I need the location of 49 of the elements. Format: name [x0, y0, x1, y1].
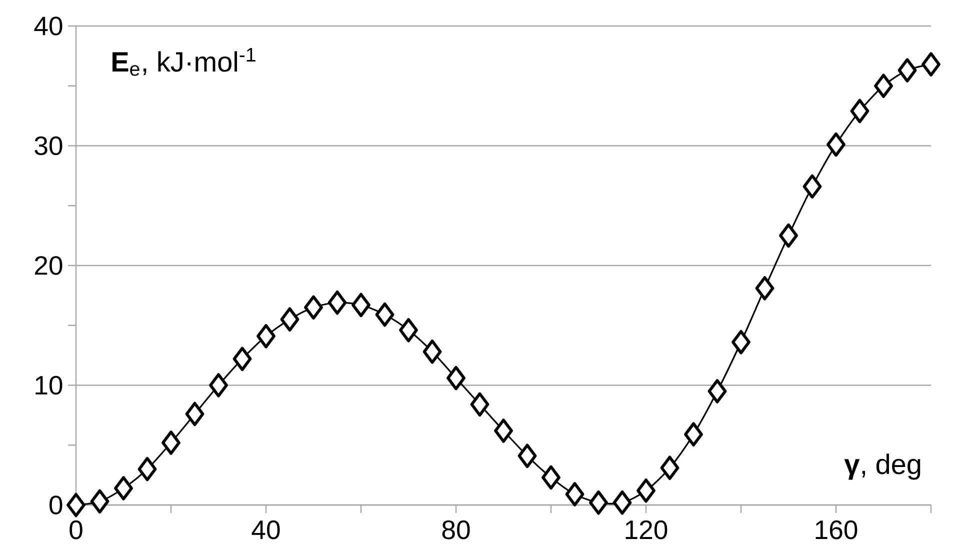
point — [850, 98, 870, 124]
x-tick-label: 160 — [816, 520, 858, 540]
point — [209, 373, 228, 398]
point — [66, 492, 86, 518]
point — [589, 490, 608, 515]
point — [446, 366, 466, 390]
point — [732, 330, 750, 354]
point — [280, 307, 300, 332]
x-tick-label: 80 — [442, 520, 470, 540]
point — [636, 478, 656, 503]
point — [162, 430, 180, 455]
y-tick-label: 10 — [36, 376, 62, 395]
y-tick-label: 0 — [50, 496, 62, 514]
point — [565, 482, 584, 506]
point — [826, 132, 846, 157]
point — [684, 422, 703, 446]
point — [898, 58, 917, 82]
point — [708, 379, 727, 404]
point — [422, 340, 442, 364]
point — [114, 476, 133, 500]
point — [399, 318, 418, 342]
point — [660, 456, 680, 480]
x-tick-label: 40 — [252, 520, 280, 540]
y-tick-label: 20 — [34, 256, 62, 275]
point — [375, 302, 394, 327]
point — [494, 418, 513, 443]
point — [185, 402, 204, 426]
y-tick-label: 40 — [34, 16, 62, 36]
point — [518, 444, 537, 468]
y-tick-label: 30 — [34, 136, 62, 156]
y-axis-title: E$_{e}$, kJ·mol$^{-1}$ — [112, 48, 256, 76]
point — [328, 290, 347, 315]
point — [542, 465, 560, 490]
point — [232, 346, 252, 372]
point — [802, 174, 822, 199]
point — [352, 292, 370, 318]
point — [922, 52, 940, 76]
point — [90, 489, 110, 514]
point — [755, 276, 774, 300]
point — [304, 295, 323, 320]
point — [612, 490, 632, 515]
point — [256, 324, 276, 348]
point — [779, 223, 798, 248]
x-tick-label: 120 — [626, 520, 668, 540]
x-axis-title: γ, deg — [844, 454, 920, 480]
point — [470, 392, 490, 417]
x-tick-label: 0 — [70, 520, 82, 540]
point — [138, 456, 157, 482]
point — [874, 74, 893, 98]
